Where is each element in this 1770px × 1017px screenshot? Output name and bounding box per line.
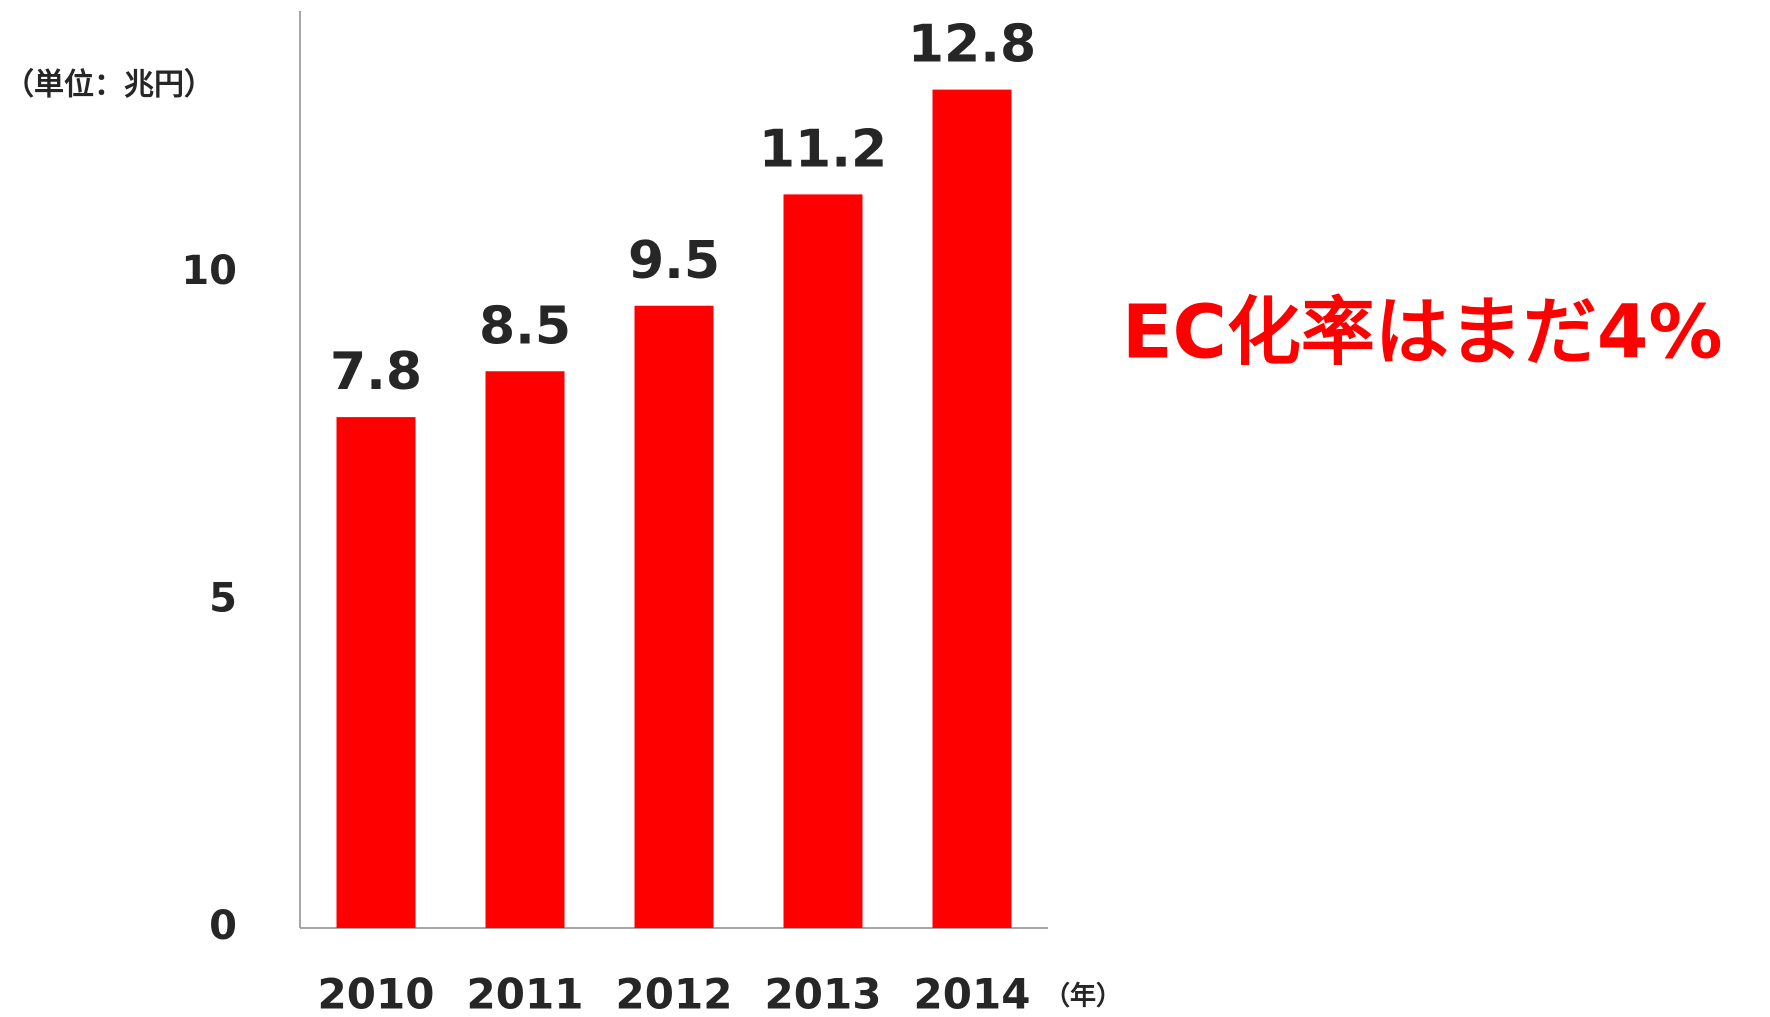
value-label: 7.8 [330,342,422,402]
x-tick-label: 2013 [765,970,882,1017]
x-tick-label: 2011 [467,970,584,1017]
value-label: 11.2 [759,119,887,179]
x-unit-label: （年） [1044,981,1122,1012]
bar [485,371,565,928]
x-tick-label: 2012 [616,970,733,1017]
value-label: 12.8 [908,15,1036,75]
x-tick-label: 2014 [914,970,1031,1017]
annotation: EC化率はまだ4% [1122,290,1723,376]
y-tick-label: 10 [181,248,237,294]
bar [634,305,714,928]
bar [336,417,416,928]
x-tick-label: 2010 [318,970,435,1017]
bar [932,89,1012,929]
unit-label: （単位：兆円） [4,68,214,103]
bar [783,194,863,928]
value-label: 8.5 [479,296,571,356]
y-tick-label: 5 [209,576,237,622]
y-tick-label: 0 [209,903,237,949]
value-label: 9.5 [628,231,720,291]
